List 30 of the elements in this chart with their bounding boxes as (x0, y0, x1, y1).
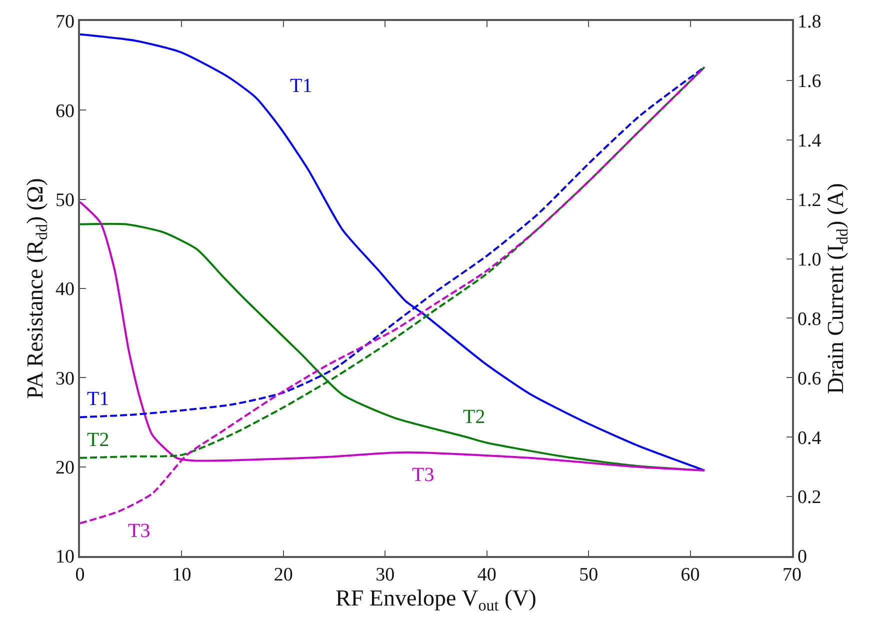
series-label: T1 (290, 75, 312, 97)
x-tick-label: 50 (579, 564, 598, 586)
series-label: T2 (463, 406, 486, 428)
x-axis-title: RF Envelope V$_{out}$ (V) (336, 586, 536, 614)
y2-tick-label: 1.2 (798, 190, 822, 211)
x-tick-label: 0 (75, 564, 85, 586)
x-tick-label: 40 (477, 564, 496, 586)
y2-tick-label: 0.6 (798, 368, 822, 390)
y-tick-label: 60 (55, 100, 74, 122)
y-tick-label: 70 (55, 12, 74, 33)
y-tick-label: 10 (55, 546, 74, 568)
series-label: T3 (412, 464, 434, 486)
y2-tick-label: 1.8 (798, 12, 822, 33)
y2-tick-label: 0.4 (798, 428, 822, 449)
y-tick-label: 30 (55, 368, 74, 390)
series-label: T2 (87, 429, 110, 451)
x-tick-label: 30 (376, 564, 395, 586)
y2-tick-label: 1.4 (798, 130, 822, 152)
y2-tick-label: 0.8 (798, 308, 822, 330)
series-label: T1 (87, 388, 110, 410)
y2-tick-label: 1.6 (798, 71, 822, 92)
x-tick-label: 20 (274, 564, 293, 586)
x-tick-label: 60 (680, 564, 700, 586)
y-tick-label: 50 (55, 190, 74, 211)
y2-tick-label: 1.0 (798, 249, 822, 270)
y-tick-label: 20 (55, 457, 74, 478)
y2-tick-label: 0.2 (798, 487, 822, 508)
x-tick-label: 10 (172, 564, 192, 586)
y-tick-label: 40 (55, 279, 74, 300)
series-label: T3 (128, 520, 150, 542)
